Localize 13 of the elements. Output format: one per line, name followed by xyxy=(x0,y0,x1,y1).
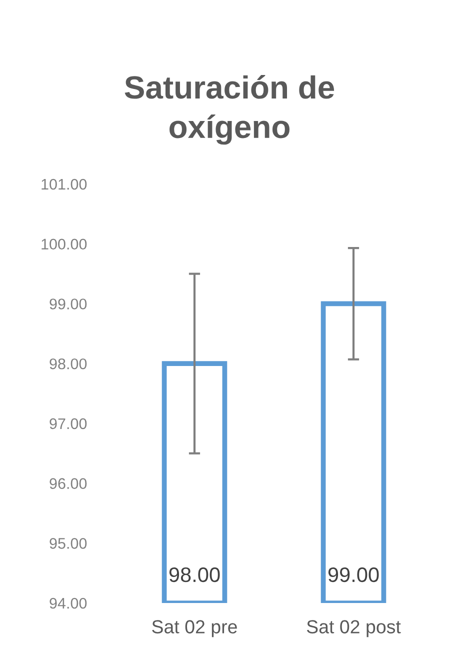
y-tick-label: 97.00 xyxy=(50,418,87,430)
y-tick-label: 99.00 xyxy=(50,298,87,310)
data-label: 99.00 xyxy=(328,567,379,582)
y-tick-label: 100.00 xyxy=(42,238,87,250)
x-tick-label: Sat 02 pre xyxy=(152,620,237,638)
y-tick-label: 95.00 xyxy=(50,538,87,549)
x-tick-label: Sat 02 post xyxy=(306,620,401,638)
y-tick-label: 101.00 xyxy=(42,178,87,190)
y-tick-label: 98.00 xyxy=(50,358,87,370)
data-label: 98.00 xyxy=(169,567,220,582)
y-tick-label: 96.00 xyxy=(50,478,87,489)
y-tick-label: 94.00 xyxy=(50,598,87,609)
chart-title: Saturación de oxígeno xyxy=(124,75,334,145)
